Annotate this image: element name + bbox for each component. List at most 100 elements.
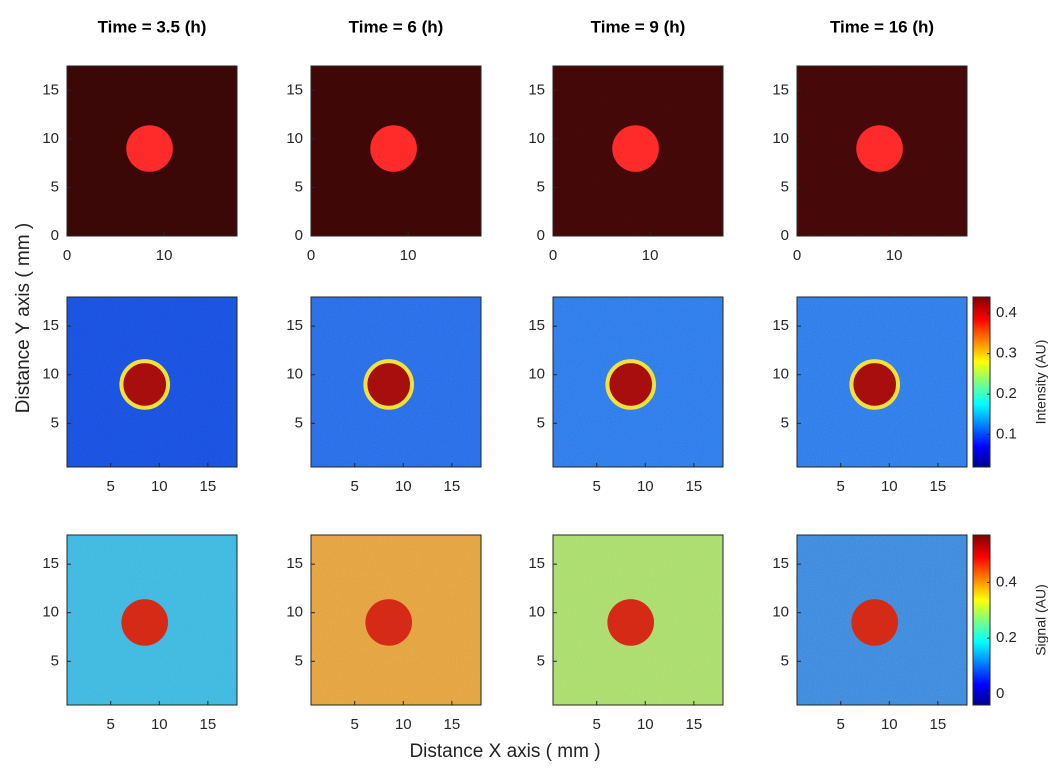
y-tick-label: 10	[42, 366, 59, 383]
x-tick-label: 15	[686, 716, 703, 733]
x-tick-label: 10	[395, 716, 412, 733]
y-tick-label: 15	[772, 555, 789, 572]
x-tick-label: 0	[549, 247, 557, 264]
x-tick-label: 10	[881, 478, 898, 495]
y-tick-label: 15	[42, 317, 59, 334]
image-panel: 5 10 15 5 10 15	[286, 534, 482, 733]
panel-frame	[552, 296, 724, 468]
y-tick-label: 5	[537, 178, 545, 195]
x-tick-label: 5	[107, 716, 115, 733]
x-tick-label: 10	[151, 716, 168, 733]
x-tick-label: 15	[930, 716, 947, 733]
x-tick-label: 5	[593, 478, 601, 495]
panel-frame	[66, 65, 238, 237]
colorbar	[972, 534, 991, 706]
x-tick-label: 5	[351, 716, 359, 733]
image-panel: 5 10 15 5 10 15	[772, 534, 968, 733]
image-panel: 0 10 0 5 10 15	[42, 65, 238, 264]
y-tick-label: 15	[528, 317, 545, 334]
colorbar	[972, 296, 991, 468]
x-tick-label: 10	[881, 716, 898, 733]
y-tick-label: 5	[537, 414, 545, 431]
y-tick-label: 10	[528, 130, 545, 147]
colorbar-tick-label: 0.3	[996, 345, 1017, 362]
x-tick-label: 10	[400, 247, 417, 264]
colorbar-tick-label: 0.2	[996, 385, 1017, 402]
y-tick-label: 5	[537, 652, 545, 669]
x-axis-label: Distance X axis ( mm )	[409, 741, 600, 762]
sample-spot	[851, 599, 899, 646]
column-title: Time = 9 (h)	[591, 17, 686, 36]
y-tick-label: 5	[295, 178, 303, 195]
y-tick-label: 15	[286, 317, 303, 334]
sample-spot	[363, 359, 415, 410]
y-tick-label: 5	[295, 652, 303, 669]
y-tick-label: 0	[781, 227, 789, 244]
x-tick-label: 10	[156, 247, 173, 264]
y-tick-label: 15	[528, 81, 545, 98]
x-tick-label: 15	[444, 716, 461, 733]
x-tick-label: 15	[444, 478, 461, 495]
y-tick-label: 5	[781, 652, 789, 669]
y-tick-label: 10	[772, 604, 789, 621]
panel-frame	[66, 296, 238, 468]
sample-spot	[370, 125, 417, 172]
y-tick-label: 10	[528, 366, 545, 383]
y-tick-label: 15	[772, 81, 789, 98]
panel-frame	[552, 65, 724, 237]
x-tick-label: 10	[642, 247, 659, 264]
y-tick-label: 5	[51, 178, 59, 195]
y-tick-label: 0	[51, 227, 59, 244]
image-panel: 5 10 15 5 10 15	[772, 296, 968, 495]
sample-spot	[856, 125, 903, 172]
y-tick-label: 10	[286, 366, 303, 383]
y-tick-label: 5	[51, 652, 59, 669]
sample-spot	[607, 599, 655, 646]
sample-spot	[126, 125, 173, 172]
x-tick-label: 0	[63, 247, 71, 264]
image-panel: 5 10 15 5 10 15	[42, 296, 238, 495]
y-tick-label: 5	[781, 414, 789, 431]
panel-frame	[310, 296, 482, 468]
y-tick-label: 10	[42, 130, 59, 147]
x-tick-label: 5	[837, 716, 845, 733]
y-tick-label: 15	[42, 555, 59, 572]
x-tick-label: 15	[200, 478, 217, 495]
x-tick-label: 10	[637, 478, 654, 495]
y-axis-label: Distance Y axis ( mm )	[13, 223, 34, 413]
y-tick-label: 10	[772, 366, 789, 383]
y-tick-label: 10	[42, 604, 59, 621]
sample-spot	[605, 359, 657, 410]
colorbar-tick-label: 0.4	[996, 304, 1017, 321]
panel-frame	[796, 65, 968, 237]
x-tick-label: 5	[351, 478, 359, 495]
x-tick-label: 5	[107, 478, 115, 495]
panel-frame	[796, 534, 968, 706]
image-panel: 5 10 15 5 10 15	[528, 534, 724, 733]
x-tick-label: 10	[886, 247, 903, 264]
y-tick-label: 10	[528, 604, 545, 621]
sample-spot	[612, 125, 659, 172]
x-tick-label: 10	[151, 478, 168, 495]
y-tick-label: 15	[286, 555, 303, 572]
x-tick-label: 5	[837, 478, 845, 495]
y-tick-label: 0	[537, 227, 545, 244]
x-tick-label: 5	[593, 716, 601, 733]
image-panel: 5 10 15 5 10 15	[286, 296, 482, 495]
y-tick-label: 10	[286, 604, 303, 621]
panel-frame	[552, 534, 724, 706]
colorbar-label: Signal (AU)	[1033, 584, 1048, 656]
x-tick-label: 15	[200, 716, 217, 733]
colorbar-label: Intensity (AU)	[1033, 340, 1048, 425]
panel-frame	[310, 534, 482, 706]
panel-frame	[796, 296, 968, 468]
x-tick-label: 15	[686, 478, 703, 495]
colorbar-tick-label: 0.2	[996, 629, 1017, 646]
colorbar-tick-label: 0	[996, 685, 1004, 702]
colorbar-tick-label: 0.1	[996, 426, 1017, 443]
x-tick-label: 10	[395, 478, 412, 495]
column-title: Time = 6 (h)	[349, 17, 444, 36]
y-tick-label: 5	[295, 414, 303, 431]
x-tick-label: 10	[637, 716, 654, 733]
